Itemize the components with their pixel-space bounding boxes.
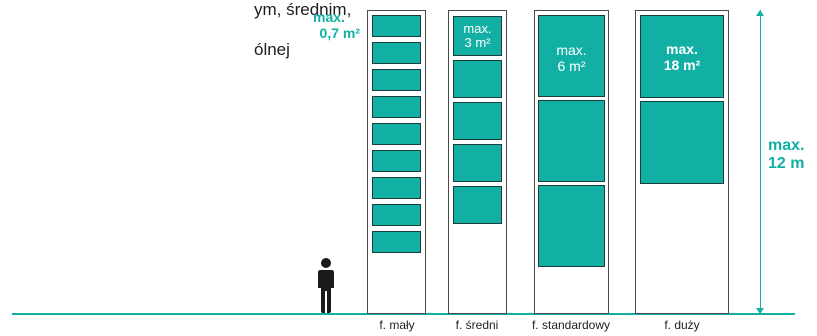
height-label-line2: 12 m (768, 155, 805, 172)
size-label-large-line2: 18 m² (663, 57, 701, 73)
panel (640, 101, 724, 184)
size-label-small-line1: max. (313, 9, 345, 25)
panel (372, 123, 421, 145)
footer-label-medium: f. średni (455, 318, 499, 332)
size-label-medium: max. 3 m² (454, 22, 501, 50)
height-dimension-line (760, 10, 761, 314)
body-text-line-2: ólnej (254, 40, 290, 59)
size-label-standard: max. 6 m² (539, 42, 604, 74)
panel (372, 69, 421, 91)
panel (538, 185, 605, 267)
panel (538, 100, 605, 182)
tower-small (367, 10, 426, 314)
panel (372, 177, 421, 199)
footer-label-standard: f. standardowy (531, 318, 611, 332)
panel-labeled: max. 6 m² (538, 15, 605, 97)
height-label: max. 12 m (768, 137, 804, 173)
size-label-small-line2: 0,7 m² (319, 25, 360, 41)
height-label-line1: max. (768, 137, 805, 154)
footer-label-small: f. mały (379, 318, 415, 332)
panel (372, 204, 421, 226)
panel (453, 102, 502, 140)
panel (453, 144, 502, 182)
panel (372, 42, 421, 64)
person-silhouette-icon (318, 258, 334, 313)
panel (372, 96, 421, 118)
footer-label-large: f. duży (664, 318, 700, 332)
panel-labeled: max. 18 m² (640, 15, 724, 98)
panel (372, 150, 421, 172)
tower-large: max. 18 m² (635, 10, 729, 314)
size-label-large-line1: max. (666, 41, 698, 57)
panel (372, 231, 421, 253)
tower-standard: max. 6 m² (534, 10, 609, 314)
arrow-down-icon (756, 308, 764, 314)
panel (453, 60, 502, 98)
size-label-small: max. 0,7 m² (298, 9, 360, 41)
panel-labeled: max. 3 m² (453, 16, 502, 56)
body-text-line-1: ym, średnim, (254, 0, 352, 19)
panel (453, 186, 502, 224)
size-label-medium-line2: 3 m² (464, 35, 491, 50)
ground-line (12, 313, 795, 315)
size-label-large: max. 18 m² (641, 41, 723, 73)
size-label-standard-line1: max. (556, 42, 587, 58)
size-label-medium-line1: max. (463, 21, 492, 36)
size-label-standard-line2: 6 m² (557, 58, 586, 74)
panel (372, 15, 421, 37)
arrow-up-icon (756, 10, 764, 16)
tower-medium: max. 3 m² (448, 10, 507, 314)
